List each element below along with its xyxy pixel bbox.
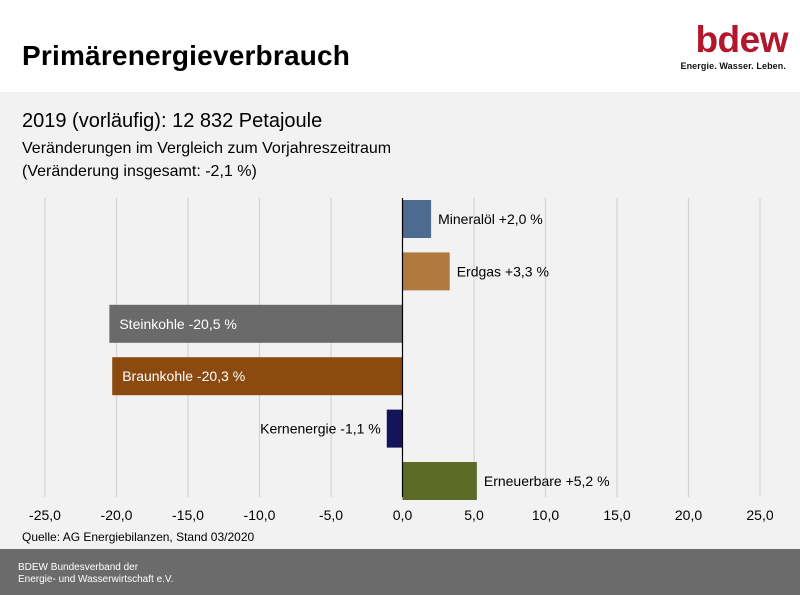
bar-kernenergie [386,409,403,448]
header: Primärenergieverbrauch bdew Energie. Was… [0,0,800,92]
data-label: Steinkohle -20,5 % [119,316,237,332]
x-tick-label: 25,0 [746,507,773,523]
bar-chart: Mineralöl +2,0 % Erdgas +3,3 % Steinkohle … [29,198,774,523]
bar-erneuerbare [402,462,477,500]
x-tick-label: 15,0 [603,507,630,523]
bar-erdgas [402,252,450,291]
x-tick-label: -25,0 [29,507,61,523]
x-tick-label: -15,0 [172,507,204,523]
data-label: Braunkohle -20,3 % [122,368,245,384]
logo-text: bdew [695,19,788,60]
chart-subtitle: 2019 (vorläufig): 12 832 Petajoule [22,110,323,132]
bar-steinkohle [109,304,403,343]
data-label: Mineralöl +2,0 % [438,211,543,227]
footer-org-line2: Energie- und Wasserwirtschaft e.V. [18,574,174,585]
x-tick-label: -20,0 [101,507,133,523]
data-label: Erdgas +3,3 % [457,263,549,279]
bdew-logo: bdew Energie. Wasser. Leben. [678,20,788,76]
page-title: Primärenergieverbrauch [22,40,351,71]
bar-braunkohle [112,357,403,396]
bar-mineralöl [402,200,432,238]
x-tick-label: 5,0 [464,507,484,523]
data-label: Erneuerbare +5,2 % [484,473,610,489]
footer-org-line1: BDEW Bundesverband der [18,562,139,573]
logo-tagline: Energie. Wasser. Leben. [680,61,786,71]
x-tick-label: 10,0 [532,507,559,523]
data-label: Kernenergie -1,1 % [260,421,381,437]
chart-total-change: (Veränderung insgesamt: -2,1 %) [22,163,257,180]
chart-description: Veränderungen im Vergleich zum Vorjahres… [22,140,392,157]
footer [0,549,800,595]
x-tick-label: -5,0 [319,507,343,523]
x-tick-label: 0,0 [393,507,413,523]
source-note: Quelle: AG Energiebilanzen, Stand 03/202… [22,530,255,544]
x-tick-label: -10,0 [244,507,276,523]
x-tick-label: 20,0 [675,507,702,523]
